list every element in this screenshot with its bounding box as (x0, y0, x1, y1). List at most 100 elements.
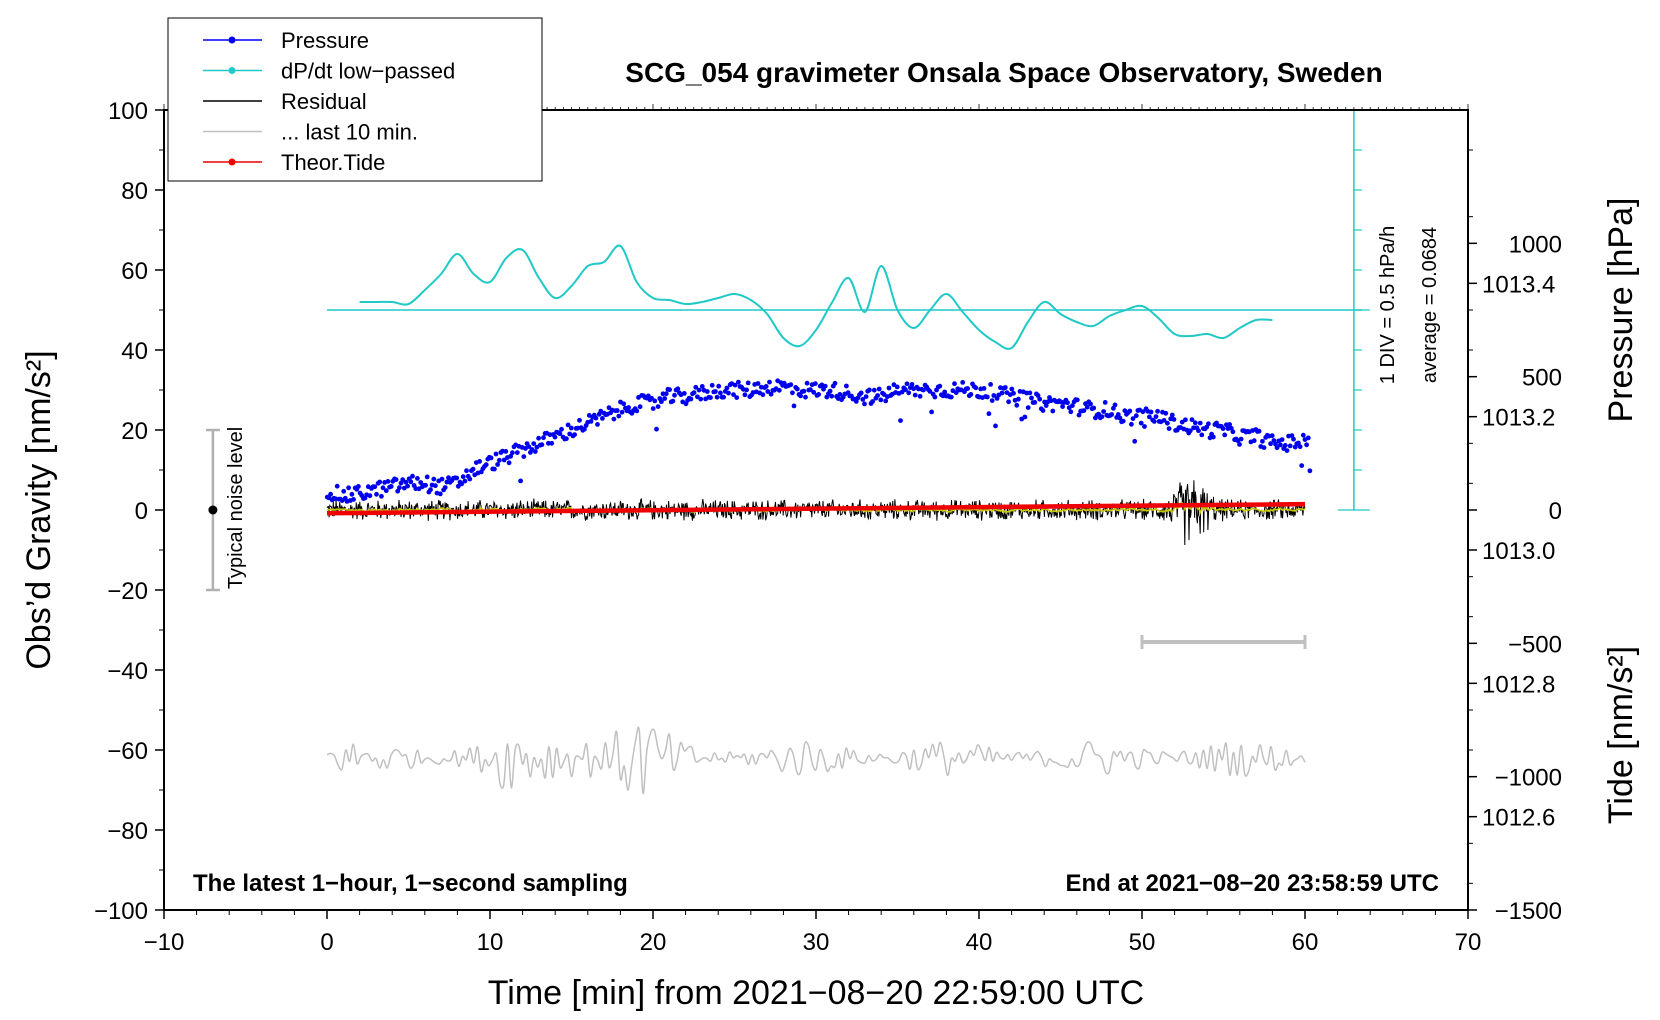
pressure-point (423, 482, 428, 488)
pressure-point (984, 394, 990, 400)
pressure-point (464, 468, 469, 474)
pressure-point (986, 411, 992, 417)
pressure-point (816, 392, 821, 397)
pressure-point (1147, 414, 1152, 420)
pressure-point (557, 431, 563, 437)
pressure-point (1025, 405, 1031, 410)
tide-tick-label: 1000 (1509, 231, 1562, 258)
pressure-point (791, 403, 797, 409)
pressure-point (981, 386, 987, 391)
pressure-point (1261, 445, 1267, 450)
legend-label: dP/dt low−passed (281, 59, 455, 84)
pressure-point (1035, 393, 1041, 398)
pressure-point (539, 442, 545, 448)
pressure-point (351, 497, 356, 502)
pressure-point (1132, 438, 1138, 444)
pressure-point (704, 389, 710, 394)
y-tick-label: −20 (107, 578, 148, 605)
pressure-tick-label: 1012.6 (1482, 805, 1555, 832)
pressure-point (459, 481, 464, 487)
pressure-point (790, 390, 795, 396)
pressure-point (1088, 401, 1093, 407)
y-tick-label: 100 (108, 98, 148, 125)
pressure-point (862, 401, 867, 407)
pressure-point (1099, 414, 1105, 420)
pressure-point (428, 487, 433, 493)
dpdt-scale-bar-group (1337, 109, 1370, 511)
pressure-point (659, 399, 664, 405)
dpdt-line (359, 244, 1273, 350)
pressure-point (693, 384, 699, 390)
pressure-point (827, 388, 833, 394)
pressure-point (1289, 433, 1295, 438)
pressure-point (691, 390, 697, 395)
pressure-point (1027, 390, 1033, 396)
pressure-point (649, 395, 654, 401)
pressure-point (467, 476, 473, 482)
pressure-point (993, 423, 998, 429)
pressure-point (732, 382, 738, 388)
pressure-point (514, 450, 520, 455)
pressure-point (541, 435, 546, 441)
pressure-point (508, 453, 514, 459)
last-10-min-line (326, 726, 1306, 795)
pressure-point (1081, 408, 1087, 413)
pressure-point (405, 483, 410, 489)
pressure-point (867, 387, 872, 393)
y-tick-label: −40 (107, 658, 148, 685)
pressure-point (1011, 390, 1016, 396)
pressure-point (341, 488, 347, 494)
pressure-point (1296, 440, 1301, 446)
pressure-point (454, 475, 460, 481)
pressure-point (559, 426, 564, 432)
pressure-point (1191, 425, 1196, 431)
pressure-point (965, 386, 970, 391)
pressure-point (1050, 408, 1056, 414)
pressure-point (1271, 438, 1277, 443)
pressure-point (546, 440, 551, 446)
pressure-point (1037, 396, 1043, 402)
pressure-point (526, 444, 532, 449)
pressure-point (588, 419, 594, 424)
chart-title: SCG_054 gravimeter Onsala Space Observat… (625, 57, 1382, 88)
pressure-point (708, 395, 713, 400)
pressure-point (1304, 442, 1309, 448)
x-tick-label: 60 (1292, 929, 1319, 956)
pressure-point (483, 462, 489, 468)
pressure-point (1297, 444, 1303, 450)
pressure-point (968, 392, 974, 397)
pressure-point (1006, 399, 1011, 405)
pressure-point (1291, 436, 1296, 442)
pressure-point (822, 383, 828, 389)
pressure-point (418, 480, 424, 485)
pressure-point (1268, 441, 1273, 447)
pressure-point (1192, 420, 1198, 426)
pressure-point (804, 380, 810, 386)
last-10-min-marker-group (1140, 635, 1307, 649)
pressure-point (655, 404, 661, 409)
pressure-point (1282, 443, 1288, 448)
pressure-point (349, 491, 355, 497)
pressure-point (388, 484, 394, 489)
pressure-point (328, 491, 333, 497)
pressure-point (989, 398, 995, 403)
pressure-point (811, 389, 817, 395)
pressure-point (492, 466, 497, 472)
pressure-point (1256, 428, 1262, 434)
pressure-point (1171, 417, 1177, 422)
legend-label: Theor.Tide (281, 150, 385, 175)
pressure-point (672, 392, 677, 398)
pressure-point (927, 389, 933, 394)
pressure-point (921, 387, 926, 393)
pressure-point (536, 435, 541, 441)
pressure-point (953, 390, 959, 395)
pressure-point (1183, 417, 1188, 423)
pressure-point (929, 409, 934, 415)
pressure-point (1084, 404, 1090, 410)
pressure-point (745, 380, 751, 386)
pressure-point (460, 474, 466, 480)
pressure-point (408, 479, 414, 485)
axis-tick-labels: −10 0 10 20 30 40 50 60 70100806040200−20−40−60−… (94, 98, 1562, 956)
pressure-point (521, 454, 527, 459)
pressure-point (1016, 396, 1021, 402)
